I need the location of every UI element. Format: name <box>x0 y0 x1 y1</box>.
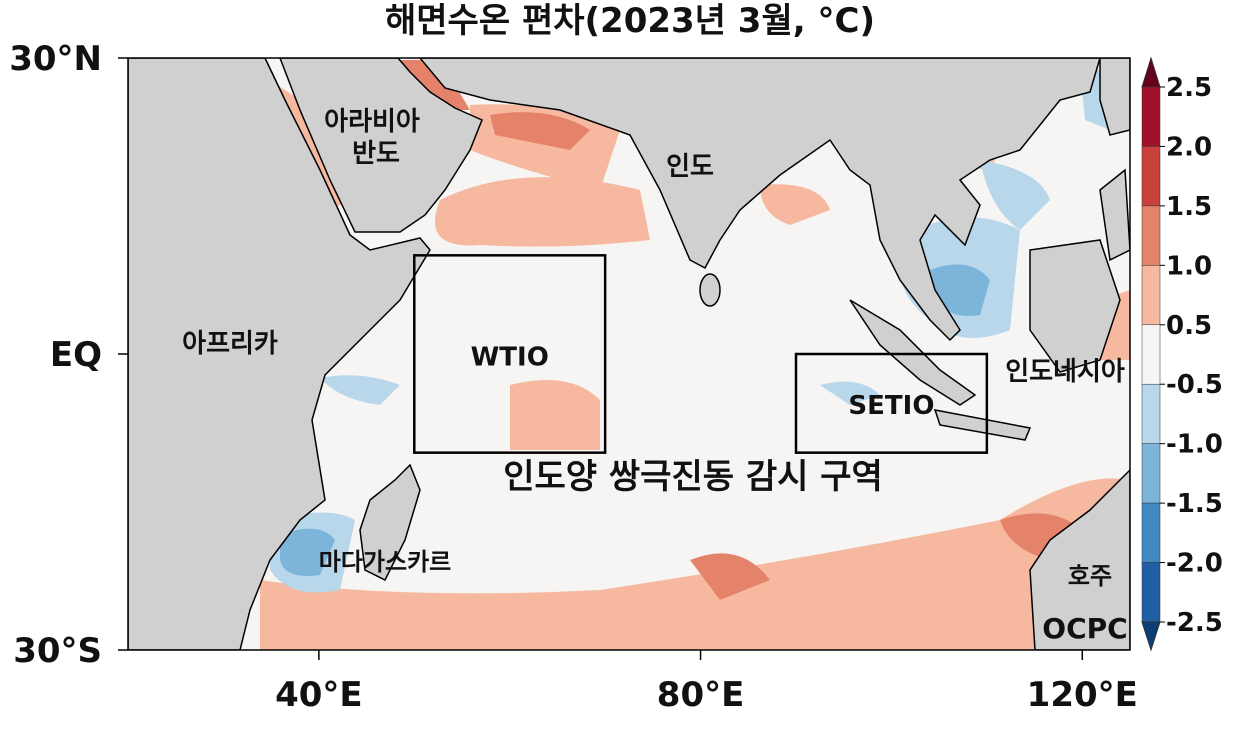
region-label: 아프리카 <box>182 329 278 359</box>
box-label: SETIO <box>848 391 934 421</box>
colorbar-label: -1.5 <box>1166 489 1223 519</box>
colorbar-label: -0.5 <box>1166 370 1223 400</box>
x-tick-label: 120°E <box>1027 675 1138 715</box>
colorbar-band <box>1141 443 1161 504</box>
colorbar-extend <box>1141 56 1161 88</box>
monitor-box <box>794 352 989 454</box>
land <box>128 58 1130 650</box>
colorbar-band <box>1141 86 1161 147</box>
box-label: WTIO <box>471 342 549 372</box>
colorbar-band <box>1141 205 1161 266</box>
logo: OCPC <box>1042 612 1127 645</box>
x-tick-label: 40°E <box>275 675 363 715</box>
y-tick-label: 30°S <box>13 631 102 671</box>
region-label: 아라비아 <box>324 107 420 137</box>
colorbar-band <box>1141 146 1161 207</box>
colorbar-label: 1.5 <box>1166 192 1212 222</box>
colorbar-extend <box>1141 621 1161 652</box>
title: 해면수온 편차(2023년 3월, °C) <box>385 1 875 41</box>
colorbar-label: 0.5 <box>1166 311 1212 341</box>
colorbar-band <box>1141 562 1161 623</box>
colorbar-label: 2.0 <box>1166 132 1212 162</box>
colorbar-label: -1.0 <box>1166 430 1223 460</box>
region-label: 마다가스카르 <box>319 548 451 576</box>
colorbar-label: 1.0 <box>1166 251 1212 281</box>
y-tick-label: EQ <box>50 335 102 375</box>
y-tick-label: 30°N <box>9 39 102 79</box>
colorbar-band <box>1141 502 1161 563</box>
x-tick-label: 80°E <box>657 675 745 715</box>
colorbar-band <box>1141 265 1161 326</box>
colorbar-band <box>1141 324 1161 385</box>
region-label: 인도 <box>666 152 714 182</box>
region-label: 반도 <box>352 139 400 169</box>
colorbar-label: -2.0 <box>1166 549 1223 579</box>
region-label: 인도네시아 <box>1005 357 1125 387</box>
colorbar-band <box>1141 383 1161 444</box>
box-caption: 인도양 쌍극진동 감시 구역 <box>503 457 883 497</box>
colorbar-label: 2.5 <box>1166 73 1212 103</box>
monitor-box <box>413 254 607 454</box>
region-label: 호주 <box>1068 562 1112 590</box>
colorbar-label: -2.5 <box>1166 608 1223 638</box>
